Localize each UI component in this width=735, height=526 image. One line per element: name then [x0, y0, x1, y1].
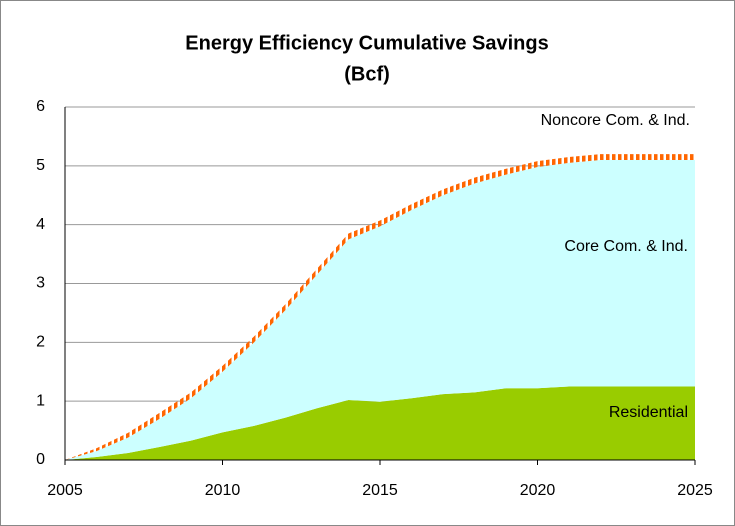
area [65, 159, 695, 460]
series-label: Residential [609, 404, 688, 421]
x-tick-label: 2005 [47, 482, 83, 499]
y-tick-label: 1 [36, 392, 45, 409]
chart-title: Energy Efficiency Cumulative Savings [185, 32, 548, 54]
x-tick-label: 2020 [520, 482, 556, 499]
x-tick-label: 2015 [362, 482, 398, 499]
x-tick-label: 2010 [205, 482, 241, 499]
series-label: Noncore Com. & Ind. [541, 112, 690, 129]
x-tick-label: 2025 [677, 482, 713, 499]
series-label: Core Com. & Ind. [564, 238, 688, 255]
y-tick-label: 4 [36, 216, 45, 233]
y-tick-label: 6 [36, 98, 45, 115]
y-tick-label: 3 [36, 275, 45, 292]
y-tick-label: 2 [36, 334, 45, 351]
y-tick-label: 0 [36, 451, 45, 468]
area [65, 386, 695, 460]
chart-subtitle: (Bcf) [344, 63, 390, 85]
y-tick-label: 5 [36, 157, 45, 174]
